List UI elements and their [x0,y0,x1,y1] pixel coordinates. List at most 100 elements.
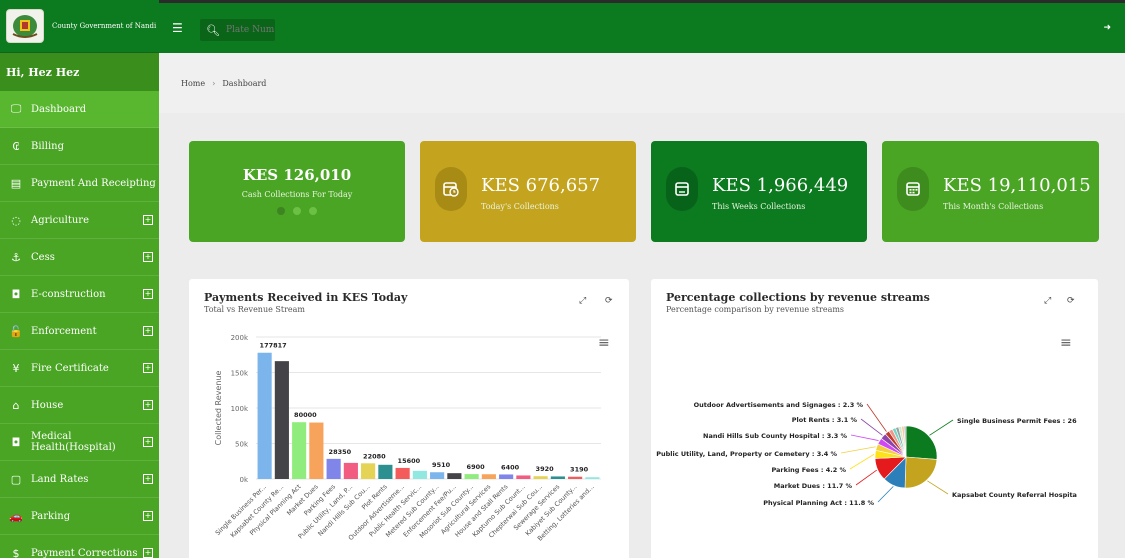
card-label: Cash Collections For Today [241,190,353,199]
sidebar-item-dashboard[interactable]: 🖵 Dashboard [0,91,159,128]
org-name: County Government of Nandi [52,22,157,30]
card-label: This Month's Collections [943,202,1044,211]
county-logo[interactable] [6,9,44,43]
sidebar-item-parking[interactable]: 🚗 Parking + [0,498,159,535]
pie-chart: Single Business Permit Fees : 26 Kapsabet… [656,401,1077,507]
square-icon: ▢ [10,472,22,486]
monitor-icon: 🖵 [10,102,22,115]
car-icon: 🚗 [9,509,23,523]
carousel-dot[interactable] [293,207,301,215]
bar [412,470,427,479]
sidebar-item-label: Medical Health(Hospital) [30,431,116,453]
top-bar: ☰ 🔍︎ ➜ [159,0,1125,53]
monthly-collections-card: KES 19,110,015 This Month's Collections [882,141,1099,242]
calendar-icon [666,167,698,211]
pie-slice [904,456,938,489]
camera-icon: ◘ [11,287,21,301]
panel-subtitle: Total vs Revenue Stream [204,305,305,314]
bar-data-label: 3920 [536,465,555,473]
pie-connector [849,453,875,470]
expand-icon[interactable]: ⤢ [579,296,587,306]
pie-slice-label: Public Utility, Land, Property or Cemete… [656,450,837,458]
calendar-clock-icon [435,167,467,211]
expand-icon[interactable]: + [143,363,153,373]
expand-icon[interactable]: ⤢ [1044,296,1052,306]
pie-slice-label: Physical Planning Act : 11.8 % [763,499,874,507]
bar-data-label: 6400 [501,463,520,471]
refresh-icon[interactable]: ⟳ [605,296,613,306]
pie-connector [855,469,878,486]
pie-connector [877,486,894,503]
chart-menu-icon[interactable]: ≡ [598,335,610,351]
pie-slice [903,425,907,458]
sidebar-item-label: House [31,399,64,411]
bar [309,422,324,479]
sidebar-item-enforcement[interactable]: 🔓 Enforcement + [0,313,159,350]
sidebar-item-agriculture[interactable]: ◌ Agriculture + [0,202,159,239]
sidebar-item-medical-health[interactable]: ◘ Medical Health(Hospital) + [0,424,159,461]
breadcrumb-separator: › [212,78,216,88]
expand-icon[interactable]: + [143,289,153,299]
bar [274,361,289,479]
chart-menu-icon[interactable]: ≡ [1060,335,1072,351]
carousel-dot[interactable] [277,207,285,215]
expand-icon[interactable]: + [143,548,153,558]
pie-slice-label: Outdoor Advertisements and Signages : 2.… [694,401,864,409]
bar [430,472,445,479]
hamburger-menu-icon[interactable]: ☰ [172,21,183,35]
pie-connector [929,419,954,436]
expand-icon[interactable]: + [143,511,153,521]
bar [533,476,548,479]
sidebar-item-cess[interactable]: ⚓ Cess + [0,239,159,276]
card-label: This Weeks Collections [712,202,806,211]
sidebar-item-label: Billing [31,140,64,152]
receipt-icon: ▤ [10,176,22,190]
refresh-icon[interactable]: ⟳ [1067,296,1075,306]
pie-slice-label: Plot Rents : 3.1 % [792,416,858,424]
anchor-icon: ⚓ [11,250,21,264]
sidebar-item-label: Land Rates [31,473,89,485]
expand-icon[interactable]: + [143,215,153,225]
bar [326,458,341,479]
sidebar-item-label: E-construction [31,288,106,300]
card-amount: KES 1,966,449 [712,175,849,196]
expand-icon[interactable]: + [143,326,153,336]
sidebar-item-payment-corrections[interactable]: $ Payment Corrections + [0,535,159,558]
revenue-pie-panel: Percentage collections by revenue stream… [651,279,1098,558]
carousel-dots [189,207,405,215]
sidebar-header: County Government of Nandi [0,0,159,53]
panel-title: Percentage collections by revenue stream… [666,291,930,304]
plate-search-input[interactable] [225,25,274,35]
carousel-dot[interactable] [309,207,317,215]
leaf-icon: ◌ [11,213,21,227]
card-amount: KES 19,110,015 [943,175,1091,196]
y-axis-label: Collected Revenue [214,371,223,446]
search-icon: 🔍︎ [206,23,220,37]
sidebar-item-label: Enforcement [31,325,97,337]
sidebar-item-payment-and-receipting[interactable]: ▤ Payment And Receipting [0,165,159,202]
panel-subtitle: Percentage comparison by revenue streams [666,305,845,314]
bar-data-label: 80000 [294,411,317,419]
logout-icon[interactable]: ➜ [1103,23,1111,33]
y-tick-label: 200k [231,334,249,342]
sidebar-item-billing[interactable]: ₢ Billing [0,128,159,165]
user-greeting: Hi, Hez Hez [0,53,159,91]
sidebar-item-label: Payment And Receipting [31,177,156,189]
pie-connector [927,480,949,495]
fire-extinguisher-icon: ¥ [12,361,20,375]
search-box[interactable]: 🔍︎ [200,19,275,41]
expand-icon[interactable]: + [143,252,153,262]
expand-icon[interactable]: + [143,437,153,447]
expand-icon[interactable]: + [143,474,153,484]
sidebar-item-house[interactable]: ⌂ House + [0,387,159,424]
bar [585,477,600,479]
todays-collections-card: KES 676,657 Today's Collections [420,141,636,242]
pie-slice-label: Single Business Permit Fees : 26 [957,417,1077,425]
sidebar-item-fire-certificate[interactable]: ¥ Fire Certificate + [0,350,159,387]
expand-icon[interactable]: + [143,400,153,410]
bar-data-label: 177817 [260,342,287,350]
breadcrumb-home[interactable]: Home [181,78,206,88]
sidebar-item-land-rates[interactable]: ▢ Land Rates + [0,461,159,498]
sidebar-item-label: Payment Corrections [31,547,138,558]
sidebar-item-e-construction[interactable]: ◘ E-construction + [0,276,159,313]
